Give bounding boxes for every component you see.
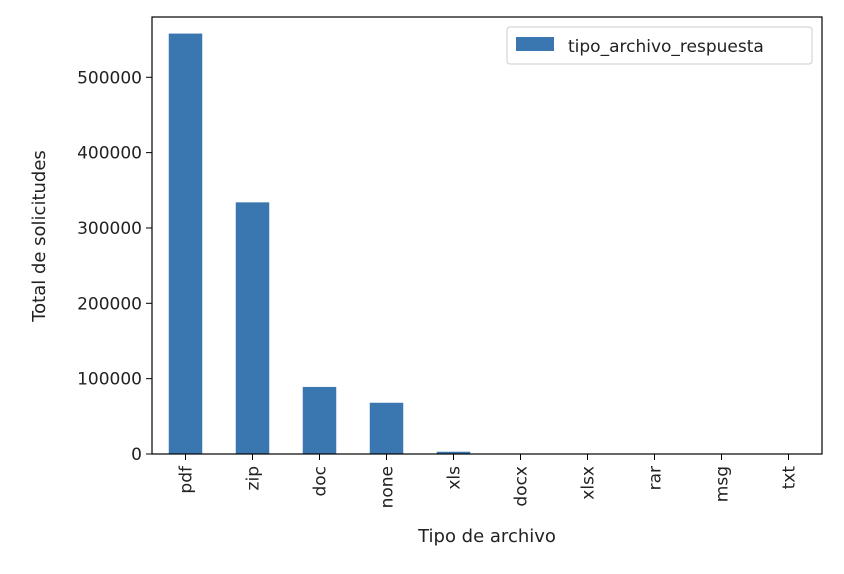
x-axis-label: Tipo de archivo [417, 526, 556, 547]
y-tick-label: 400000 [77, 144, 142, 164]
x-tick-label: doc [311, 466, 331, 497]
x-axis-ticks: pdf zip doc none xls docx xlsx rar msg txt [177, 454, 800, 508]
bars-group [168, 33, 806, 454]
legend-label: tipo_archivo_respuesta [568, 37, 764, 57]
x-tick-label: none [378, 466, 398, 508]
x-tick-label: xlsx [579, 466, 599, 500]
x-tick-label: docx [512, 466, 532, 507]
y-tick-label: 0 [131, 445, 142, 465]
x-tick-label: msg [713, 466, 733, 502]
y-tick-label: 100000 [77, 370, 142, 390]
y-tick-label: 200000 [77, 294, 142, 314]
y-axis-ticks: 0 100000 200000 300000 400000 500000 [77, 68, 152, 465]
x-tick-label: pdf [177, 465, 197, 494]
plot-frame [151, 16, 823, 455]
y-axis-label: Total de solicitudes [29, 150, 50, 323]
bar-xls [436, 451, 471, 454]
legend-swatch [516, 37, 554, 51]
legend: tipo_archivo_respuesta [506, 26, 813, 65]
x-tick-label: xls [445, 466, 465, 490]
bar-zip [235, 202, 270, 454]
y-tick-label: 300000 [77, 219, 142, 239]
legend-box [506, 26, 813, 65]
bar-pdf [168, 33, 203, 454]
y-tick-label: 500000 [77, 68, 142, 88]
bar-doc [302, 386, 337, 454]
x-tick-label: rar [646, 466, 666, 490]
bar-none [369, 402, 404, 454]
x-tick-label: txt [780, 466, 800, 490]
x-tick-label: zip [244, 466, 264, 490]
